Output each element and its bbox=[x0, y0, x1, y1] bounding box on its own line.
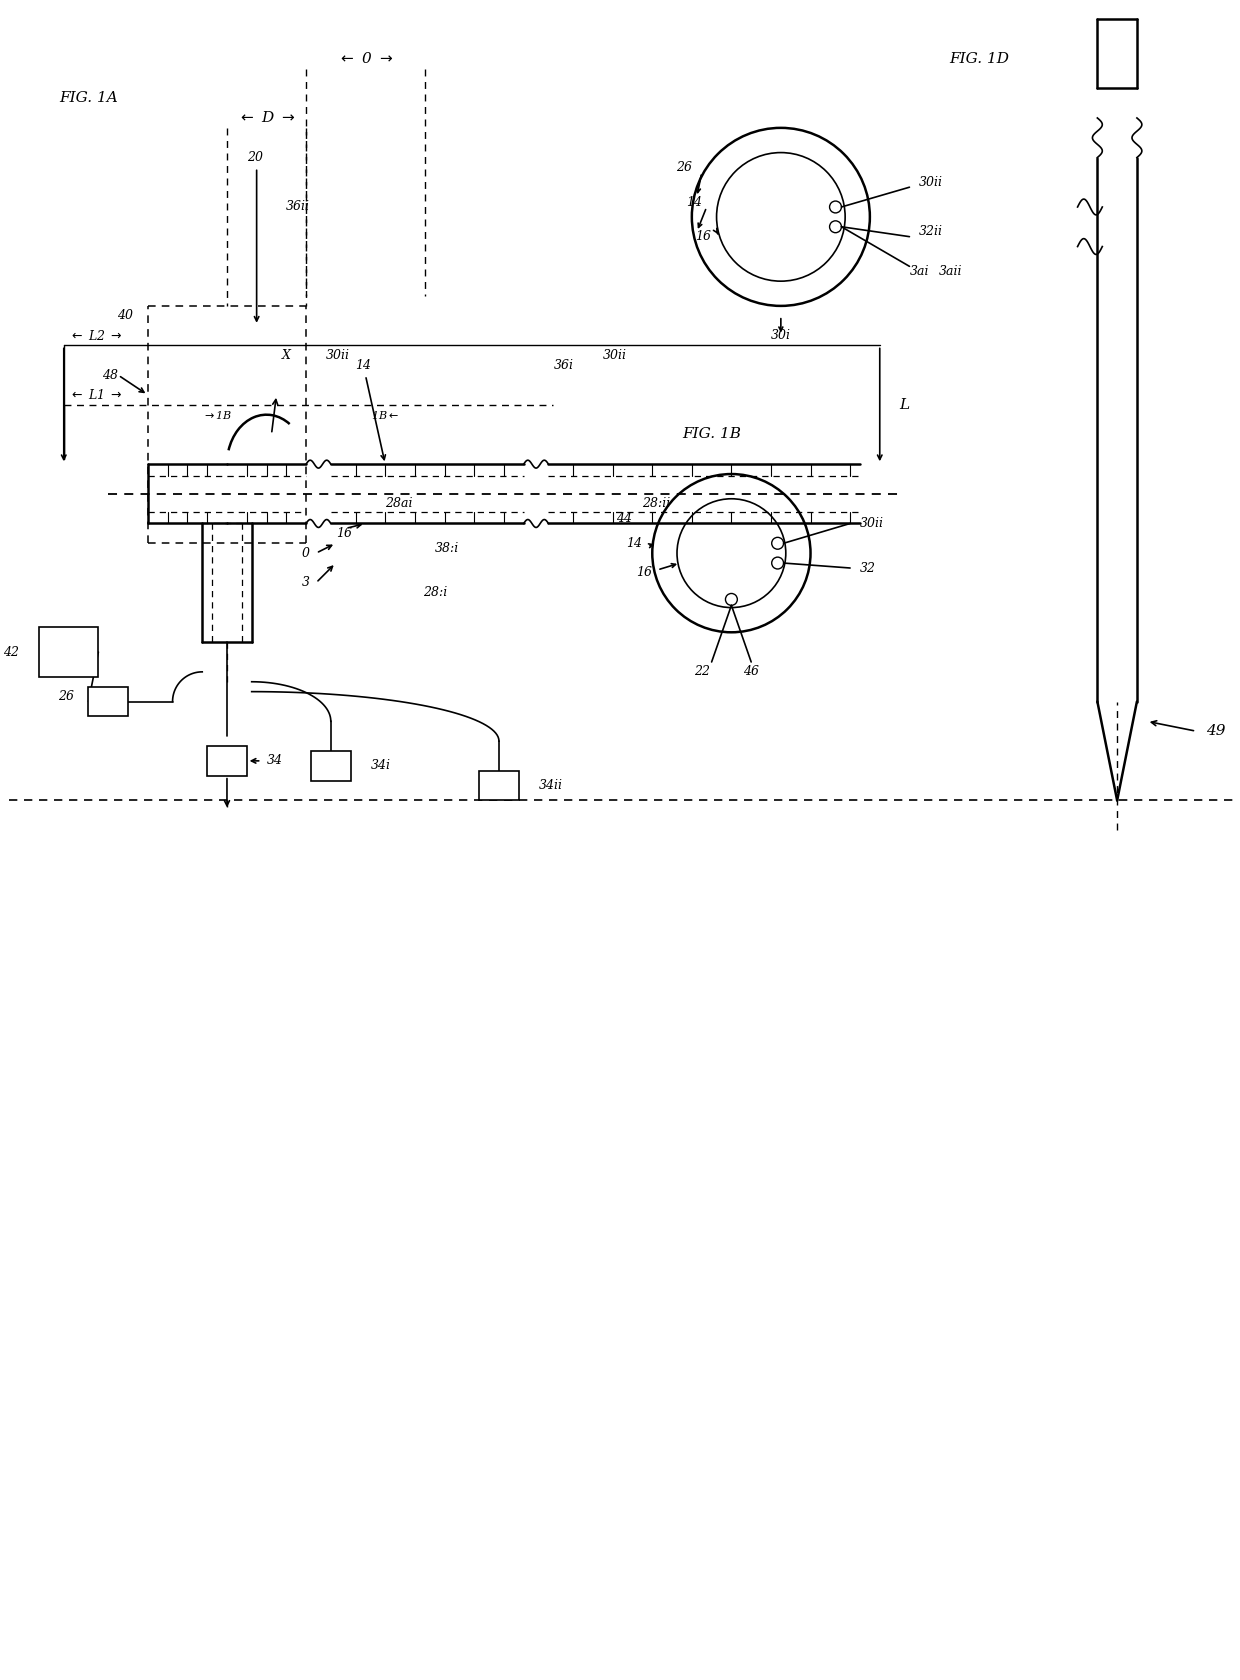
Text: 3: 3 bbox=[303, 576, 310, 590]
Text: 30ii: 30ii bbox=[326, 349, 350, 361]
Text: 32: 32 bbox=[861, 561, 875, 575]
Text: 34ii: 34ii bbox=[538, 780, 563, 791]
Text: FIG. 1B: FIG. 1B bbox=[682, 427, 742, 442]
Text: 28:i: 28:i bbox=[423, 586, 446, 600]
Text: 1B$\leftarrow$: 1B$\leftarrow$ bbox=[371, 408, 399, 420]
Text: 26: 26 bbox=[676, 161, 692, 175]
Bar bbox=[207, 746, 247, 776]
Text: FIG. 1D: FIG. 1D bbox=[949, 52, 1009, 66]
Text: 30i: 30i bbox=[771, 329, 791, 343]
Text: 14: 14 bbox=[626, 538, 642, 549]
Bar bbox=[479, 771, 518, 800]
Text: 16: 16 bbox=[696, 230, 712, 244]
Text: 49: 49 bbox=[1207, 724, 1225, 738]
Text: $\leftarrow$ L2 $\rightarrow$: $\leftarrow$ L2 $\rightarrow$ bbox=[68, 329, 123, 343]
Text: $\leftarrow$ L1 $\rightarrow$: $\leftarrow$ L1 $\rightarrow$ bbox=[68, 388, 123, 402]
Text: FIG. 1A: FIG. 1A bbox=[58, 91, 118, 106]
Text: 40: 40 bbox=[117, 309, 133, 323]
Bar bbox=[38, 627, 98, 677]
Text: 26: 26 bbox=[57, 690, 73, 704]
Text: $\leftarrow$ 0 $\rightarrow$: $\leftarrow$ 0 $\rightarrow$ bbox=[337, 50, 393, 66]
Text: 14: 14 bbox=[356, 360, 372, 371]
Text: 28:ii: 28:ii bbox=[642, 497, 671, 511]
Text: 20: 20 bbox=[247, 151, 263, 165]
Text: 44: 44 bbox=[616, 512, 632, 526]
Text: 34i: 34i bbox=[371, 759, 391, 773]
Text: X: X bbox=[281, 349, 290, 361]
Text: $\rightarrow$1B: $\rightarrow$1B bbox=[202, 408, 232, 420]
Text: 3aii: 3aii bbox=[939, 265, 962, 277]
Text: 30ii: 30ii bbox=[603, 349, 626, 361]
Text: 42: 42 bbox=[4, 645, 20, 659]
Bar bbox=[88, 687, 128, 716]
Text: 32ii: 32ii bbox=[919, 225, 944, 239]
Text: 14: 14 bbox=[686, 195, 702, 208]
Text: 30ii: 30ii bbox=[919, 176, 944, 188]
Text: 36ii: 36ii bbox=[286, 200, 310, 213]
Text: 16: 16 bbox=[636, 566, 652, 580]
Text: $\leftarrow$ D $\rightarrow$: $\leftarrow$ D $\rightarrow$ bbox=[238, 111, 295, 126]
Bar bbox=[311, 751, 351, 781]
Text: 0: 0 bbox=[303, 546, 310, 559]
Text: 48: 48 bbox=[102, 368, 118, 381]
Text: 16: 16 bbox=[336, 528, 352, 539]
Text: 22: 22 bbox=[693, 665, 709, 679]
Text: 46: 46 bbox=[743, 665, 759, 679]
Text: 38:i: 38:i bbox=[435, 541, 459, 554]
Text: 30ii: 30ii bbox=[861, 517, 884, 529]
Text: 36i: 36i bbox=[553, 360, 573, 371]
Text: 34: 34 bbox=[267, 754, 283, 768]
Text: 3ai: 3ai bbox=[909, 265, 929, 277]
Text: 28ai: 28ai bbox=[386, 497, 413, 511]
Text: L: L bbox=[899, 398, 910, 412]
